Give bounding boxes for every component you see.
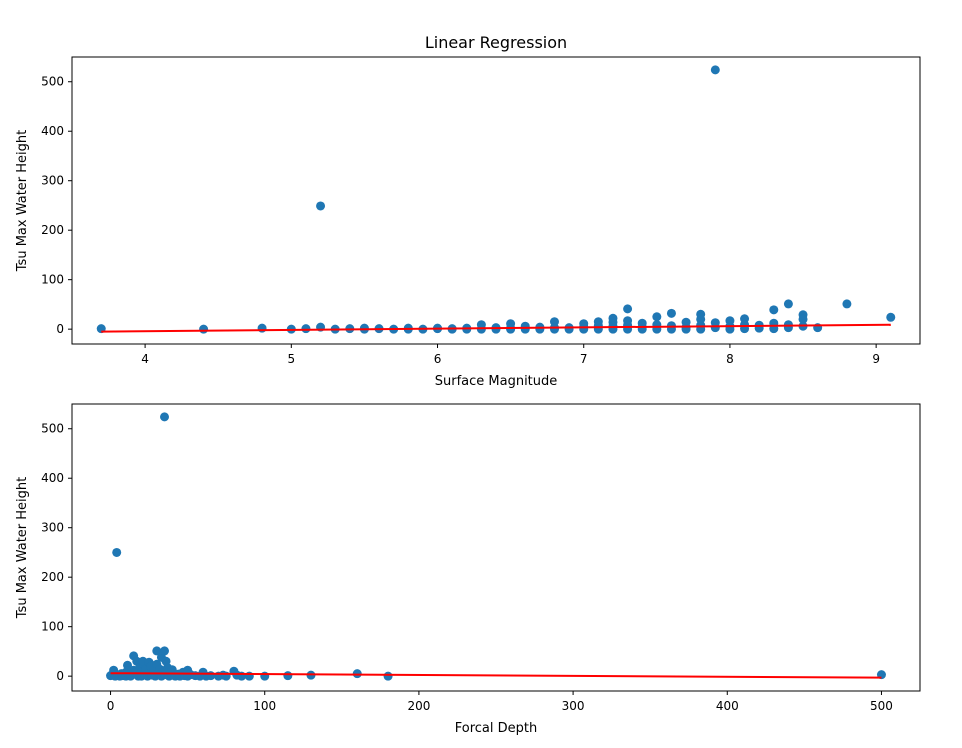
x-tick-label: 300 bbox=[562, 699, 585, 713]
scatter-point bbox=[112, 547, 122, 557]
scatter-point bbox=[564, 324, 574, 334]
scatter-point bbox=[652, 312, 662, 322]
scatter-point bbox=[783, 323, 793, 333]
regression-line bbox=[101, 323, 891, 333]
y-tick-label: 300 bbox=[41, 521, 64, 535]
x-tick-label: 8 bbox=[726, 352, 734, 366]
scatter-point bbox=[152, 646, 162, 656]
bottom-plot: 0 100 200 300 400 500 0 100 200 300 400 500 Forcal D… bbox=[15, 403, 921, 736]
top-plot: 4 5 6 7 8 9 0 100 200 300 400 500 Surface Magnitude T… bbox=[15, 56, 921, 389]
x-tick-label: 6 bbox=[434, 352, 442, 366]
scatter-point bbox=[623, 304, 633, 314]
plot-area bbox=[106, 412, 886, 681]
scatter-point bbox=[316, 201, 326, 211]
regression-line bbox=[110, 672, 882, 679]
y-tick-label: 200 bbox=[41, 570, 64, 584]
x-axis-label: Surface Magnitude bbox=[435, 374, 558, 389]
scatter-point bbox=[710, 323, 720, 333]
scatter-point bbox=[301, 324, 311, 334]
scatter-point bbox=[798, 314, 808, 324]
scatter-point bbox=[769, 305, 779, 315]
scatter-point bbox=[206, 671, 216, 681]
y-tick-label: 500 bbox=[41, 422, 64, 436]
y-axis-label: Tsu Max Water Height bbox=[15, 130, 30, 272]
scatter-point bbox=[886, 312, 896, 322]
plot-area bbox=[96, 65, 896, 334]
chart-title: Linear Regression bbox=[425, 33, 567, 52]
scatter-point bbox=[260, 671, 270, 681]
x-axis-label: Forcal Depth bbox=[455, 721, 537, 736]
x-tick-label: 7 bbox=[580, 352, 588, 366]
x-tick-label: 200 bbox=[407, 699, 430, 713]
y-tick-label: 300 bbox=[41, 174, 64, 188]
scatter-point bbox=[535, 324, 545, 334]
x-tick-label: 5 bbox=[287, 352, 295, 366]
x-tick-label: 400 bbox=[716, 699, 739, 713]
scatter-point bbox=[160, 412, 170, 422]
scatter-point bbox=[520, 324, 530, 334]
y-tick-label: 100 bbox=[41, 620, 64, 634]
scatter-point bbox=[579, 324, 589, 334]
x-tick-label: 100 bbox=[253, 699, 276, 713]
x-tick-label: 4 bbox=[141, 352, 149, 366]
y-axis-label: Tsu Max Water Height bbox=[15, 477, 30, 619]
scatter-point bbox=[383, 671, 393, 681]
scatter-point bbox=[257, 323, 267, 333]
y-tick-label: 500 bbox=[41, 75, 64, 89]
axes-frame bbox=[71, 56, 921, 345]
scatter-point bbox=[783, 299, 793, 309]
scatter-point bbox=[283, 671, 293, 681]
x-tick-label: 0 bbox=[107, 699, 115, 713]
y-tick-label: 400 bbox=[41, 471, 64, 485]
y-tick-label: 400 bbox=[41, 124, 64, 138]
scatter-point bbox=[199, 324, 209, 334]
y-tick-label: 0 bbox=[56, 322, 64, 336]
y-tick-label: 0 bbox=[56, 669, 64, 683]
scatter-point bbox=[123, 660, 133, 670]
scatter-point bbox=[666, 308, 676, 318]
scatter-point bbox=[593, 324, 603, 334]
axes-frame bbox=[71, 403, 921, 692]
y-tick-label: 100 bbox=[41, 273, 64, 287]
scatter-point bbox=[710, 65, 720, 75]
y-tick-label: 200 bbox=[41, 223, 64, 237]
scatter-point bbox=[160, 646, 170, 656]
scatter-point bbox=[842, 299, 852, 309]
x-tick-label: 500 bbox=[870, 699, 893, 713]
x-tick-label: 9 bbox=[872, 352, 880, 366]
scatter-point bbox=[608, 324, 618, 334]
